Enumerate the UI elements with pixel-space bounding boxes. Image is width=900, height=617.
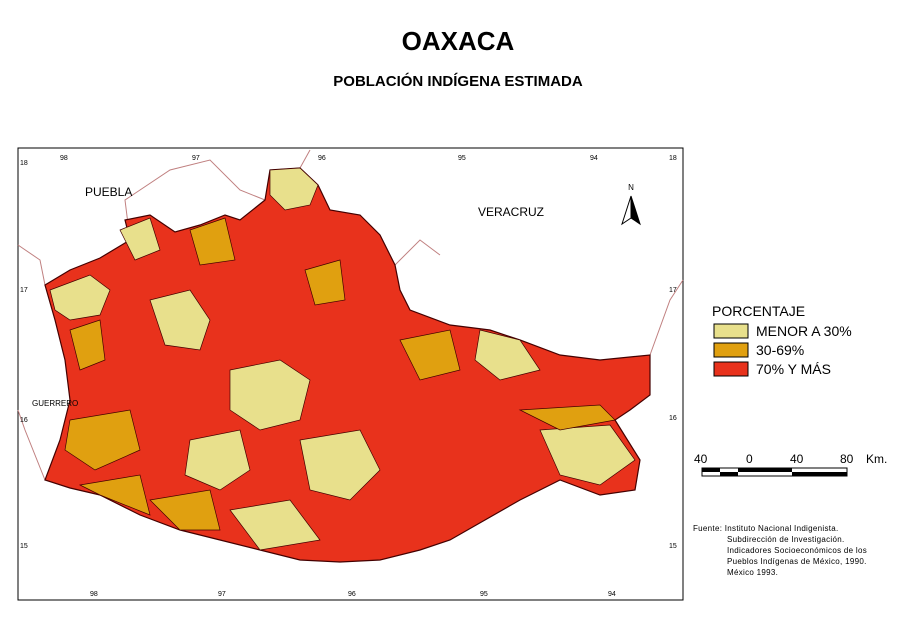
- coord-label: 96: [348, 591, 356, 598]
- region: [399, 329, 461, 381]
- coord-label: 16: [669, 415, 677, 422]
- north-label: N: [628, 183, 634, 192]
- coord-label: 15: [669, 543, 677, 550]
- coord-label: 94: [608, 591, 616, 598]
- municipalities: [49, 167, 636, 551]
- neighbor-labels: PUEBLA VERACRUZ GUERRERO: [32, 185, 544, 408]
- region: [78, 474, 151, 516]
- scale-segment: [738, 468, 756, 472]
- legend-swatch: [713, 323, 749, 339]
- source-line: México 1993.: [727, 568, 778, 577]
- coord-label: 16: [20, 417, 28, 424]
- source-line: Fuente: Instituto Nacional Indigenista.: [693, 524, 839, 533]
- region: [474, 329, 541, 381]
- title: OAXACA: [402, 26, 515, 56]
- coordinate-labels: 98 97 96 95 94 98 97 96 95 94 18 17 16 15 18 17 16 15: [20, 155, 677, 598]
- coord-label: 18: [20, 160, 28, 167]
- region: [269, 167, 319, 211]
- legend-title: PORCENTAJE: [712, 303, 805, 319]
- map-frame: [17, 147, 684, 601]
- source-note: Fuente: Instituto Nacional Indigenista. S…: [693, 524, 867, 577]
- coord-label: 95: [458, 155, 466, 162]
- coord-label: 94: [590, 155, 598, 162]
- coord-label: 17: [669, 287, 677, 294]
- legend-swatch: [713, 361, 749, 377]
- scale-label: 0: [746, 452, 753, 466]
- coord-label: 97: [218, 591, 226, 598]
- legend-label: 30-69%: [756, 342, 804, 358]
- scale-label: 40: [790, 452, 804, 466]
- legend-label: 70% Y MÁS: [756, 361, 831, 377]
- coord-label: 97: [192, 155, 200, 162]
- region: [184, 429, 251, 491]
- region: [229, 499, 321, 551]
- source-line: Indicadores Socioeconómicos de los: [727, 546, 867, 555]
- scale-label: 80: [840, 452, 854, 466]
- scale-segment: [792, 472, 847, 476]
- region: [304, 259, 346, 306]
- region: [69, 319, 106, 371]
- legend-swatch: [713, 342, 749, 358]
- neighbor-label: PUEBLA: [85, 185, 132, 199]
- scale-segment: [756, 468, 792, 472]
- scale-label: 40: [694, 452, 708, 466]
- region: [229, 359, 311, 431]
- region: [119, 217, 161, 261]
- region: [49, 274, 111, 321]
- neighbor-label: GUERRERO: [32, 399, 78, 408]
- source-line: Pueblos Indígenas de México, 1990.: [727, 557, 867, 566]
- north-arrow: [630, 195, 641, 226]
- region: [299, 429, 381, 501]
- coord-label: 98: [60, 155, 68, 162]
- coord-label: 17: [20, 287, 28, 294]
- source-line: Subdirección de Investigación.: [727, 535, 845, 544]
- coord-label: 96: [318, 155, 326, 162]
- region: [189, 217, 236, 266]
- region: [64, 409, 141, 471]
- region: [518, 404, 616, 431]
- scale-unit: Km.: [866, 452, 887, 466]
- subtitle: POBLACIÓN INDÍGENA ESTIMADA: [333, 72, 583, 90]
- region: [149, 489, 221, 531]
- legend-label: MENOR A 30%: [756, 323, 852, 339]
- scale-bar: 40 0 40 80 Km.: [694, 452, 887, 477]
- region: [149, 289, 211, 351]
- scale-segment: [702, 468, 720, 472]
- scale-segment: [720, 472, 738, 476]
- legend: MENOR A 30% 30-69% 70% Y MÁS: [713, 323, 852, 377]
- coord-label: 15: [20, 543, 28, 550]
- region: [539, 424, 636, 486]
- coord-label: 98: [90, 591, 98, 598]
- coord-label: 95: [480, 591, 488, 598]
- north-arrow: [621, 195, 632, 226]
- coord-label: 18: [669, 155, 677, 162]
- borders: [17, 149, 684, 481]
- neighbor-label: VERACRUZ: [478, 205, 544, 219]
